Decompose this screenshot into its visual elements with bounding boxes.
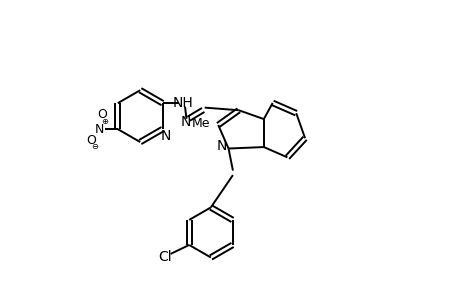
Text: NH: NH: [172, 96, 193, 110]
Text: N: N: [216, 139, 227, 153]
Text: N: N: [180, 115, 190, 129]
Text: ⊕: ⊕: [101, 117, 108, 126]
Text: O: O: [86, 134, 96, 147]
Text: Me: Me: [191, 117, 209, 130]
Text: Cl: Cl: [158, 250, 172, 265]
Text: N: N: [161, 129, 171, 142]
Text: O: O: [97, 109, 106, 122]
Text: ⊖: ⊖: [91, 142, 98, 151]
Text: N: N: [95, 123, 104, 136]
